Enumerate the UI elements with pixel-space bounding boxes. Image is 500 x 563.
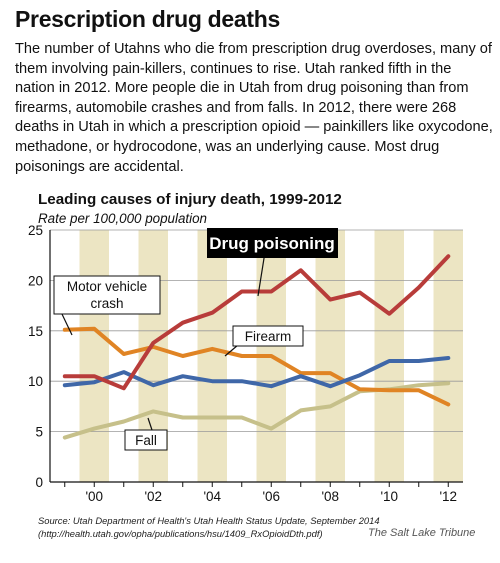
intro-paragraph: The number of Utahns who die from prescr… — [15, 41, 493, 175]
motor-label-line2: crash — [90, 296, 123, 311]
y-tick-label: 20 — [28, 273, 43, 288]
motor-label-box — [53, 275, 161, 315]
series-lines — [62, 254, 451, 440]
firearm-leader — [224, 344, 239, 357]
fall-label: Fall — [135, 433, 157, 448]
x-tick-label: '12 — [439, 489, 457, 504]
series-line-drug-poisoning — [62, 254, 451, 391]
x-tick-label: '04 — [203, 489, 221, 504]
year-band — [197, 230, 227, 482]
axes: 0 5 10 15 20 25 '00 '02 '04 '06 '08 '10 '12 — [28, 223, 457, 504]
x-tick-label: '10 — [380, 489, 398, 504]
y-axis-label: Rate per 100,000 population — [38, 211, 208, 226]
firearm-label-box — [232, 325, 304, 347]
y-tick-label: 10 — [28, 374, 43, 389]
source-line-1: Source: Utah Department of Health's Utah… — [38, 515, 380, 526]
x-tick-label: '08 — [321, 489, 339, 504]
y-tick-label: 0 — [35, 475, 43, 490]
year-band — [315, 230, 345, 482]
year-band — [79, 230, 109, 482]
drug-leader — [257, 251, 266, 297]
x-tick-label: '06 — [262, 489, 280, 504]
year-band — [433, 230, 463, 482]
y-tick-label: 25 — [28, 223, 43, 238]
source-url: (http://health.utah.gov/opha/publication… — [38, 528, 323, 539]
chart-title: Leading causes of injury death, 1999-201… — [38, 191, 342, 208]
credit: The Salt Lake Tribune — [368, 527, 476, 539]
y-tick-label: 5 — [35, 425, 43, 440]
x-tick-label: '02 — [144, 489, 162, 504]
drug-label-box — [207, 228, 338, 258]
page-title: Prescription drug deaths — [15, 6, 281, 32]
firearm-label: Firearm — [245, 329, 292, 344]
series-line-firearm — [62, 356, 451, 389]
y-tick-label: 15 — [28, 324, 43, 339]
motor-label-line1: Motor vehicle — [67, 279, 147, 294]
year-band — [374, 230, 404, 482]
callouts: Drug poisoning Motor vehicle crash Firea… — [53, 228, 338, 451]
series-line-motor-vehicle-crash — [62, 326, 451, 407]
x-tick-label: '00 — [85, 489, 103, 504]
motor-leader — [60, 311, 73, 336]
drug-label: Drug poisoning — [209, 234, 335, 253]
fall-leader — [147, 417, 153, 431]
fall-label-box — [124, 429, 168, 451]
source-note: Source: Utah Department of Health's Utah… — [38, 514, 380, 540]
